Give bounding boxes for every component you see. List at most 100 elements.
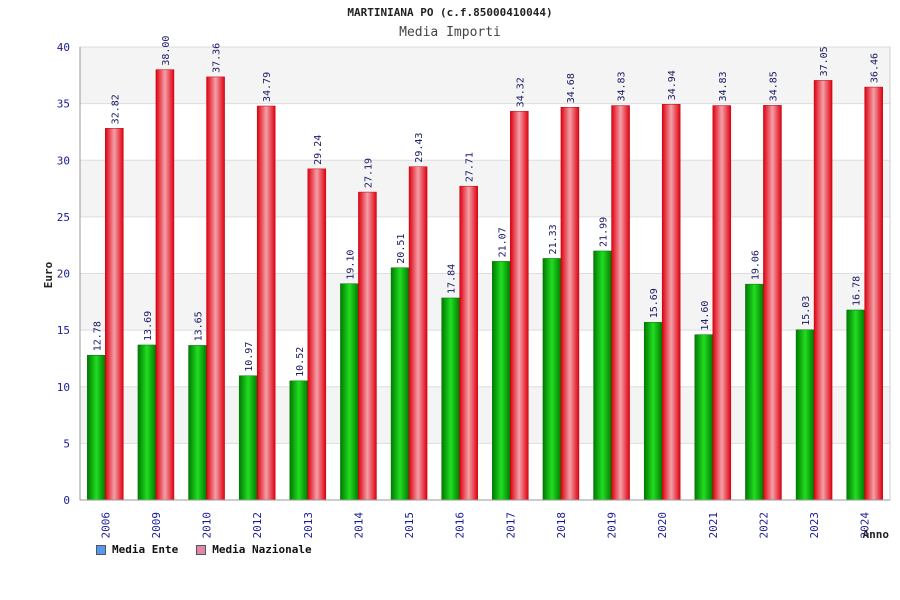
bar-media-ente [340,283,359,501]
x-tick-label: 2019 [606,512,619,539]
data-label: 36.46 [870,53,881,83]
bar-media-ente [137,344,157,501]
x-tick-label: 2018 [555,512,568,539]
data-label: 34.83 [617,71,628,101]
bar-media-nazionale [206,76,225,501]
data-label: 34.32 [515,77,526,107]
y-tick-label: 15 [57,324,70,337]
bar-media-nazionale [358,191,377,501]
data-label: 10.97 [244,342,255,372]
y-tick-label: 35 [57,98,70,111]
bar-media-ente [745,283,764,501]
bar-media-nazionale [864,86,883,501]
legend-label-media-nazionale: Media Nazionale [212,543,312,556]
y-tick-label: 40 [57,41,70,54]
data-labels-group: 12.78 32.82 13.69 38.00 13.65 37.36 10.97 34.79… [92,36,880,377]
bar-media-ente [846,309,865,501]
legend-item-media-ente: Media Ente [96,543,178,556]
data-label: 20.51 [396,234,407,264]
y-tick-label: 10 [57,381,70,394]
bar-media-ente [87,355,106,501]
x-tick-label: 2024 [859,512,872,539]
legend-label-media-ente: Media Ente [112,543,179,556]
data-label: 17.84 [447,264,458,294]
bar-media-nazionale [256,105,276,501]
chart-title: MARTINIANA PO (c.f.85000410044) [347,6,553,19]
data-label: 29.24 [313,135,324,165]
bar-media-nazionale [560,106,580,501]
data-label: 15.69 [649,288,660,318]
bar-media-ente [289,380,309,501]
bar-media-ente [238,375,258,501]
data-label: 21.33 [548,224,559,254]
x-tick-label: 2013 [302,512,315,539]
x-tick-label: 2006 [99,512,112,539]
bar-media-nazionale [712,105,732,501]
x-tick-label: 2015 [403,512,416,539]
x-tick-label: 2017 [504,512,517,539]
x-tick-label: 2022 [757,512,770,539]
legend-swatch-media-ente [96,544,106,555]
chart-subtitle: Media Importi [399,25,501,40]
x-tick-label: 2010 [201,512,214,539]
data-label: 19.10 [345,250,356,280]
data-label: 12.78 [92,321,103,351]
data-label: 27.19 [363,158,374,188]
bar-media-ente [593,250,612,501]
x-tick-label: 2020 [656,512,669,539]
x-tick-label: 2012 [251,512,264,539]
bar-media-nazionale [611,105,630,501]
data-label: 38.00 [161,36,172,66]
bar-media-ente [643,322,663,501]
bar-media-nazionale [155,69,175,501]
x-tick-label: 2021 [707,512,720,539]
bar-media-nazionale [459,185,478,501]
data-label: 29.43 [414,133,425,163]
x-tick-label: 2009 [150,512,163,539]
data-label: 32.82 [110,94,121,124]
data-label: 34.83 [718,71,729,101]
data-label: 37.36 [212,43,223,73]
legend-item-media-nazionale: Media Nazionale [196,543,312,556]
bars-group [87,69,883,501]
data-label: 13.65 [194,311,205,341]
bar-media-ente [542,258,562,501]
bar-media-ente [188,345,207,501]
bar-media-ente [390,267,410,501]
data-label: 34.79 [262,72,273,102]
y-axis-title: Euro [42,261,55,288]
x-tick-label: 2014 [352,512,365,539]
data-label: 34.94 [667,70,678,100]
data-label: 19.06 [750,250,761,280]
bar-media-ente [492,261,511,501]
data-label: 21.07 [497,227,508,257]
data-label: 10.52 [295,347,306,377]
data-label: 21.99 [599,217,610,247]
data-label: 14.60 [700,301,711,331]
y-tick-label: 25 [57,211,70,224]
x-tick-label: 2016 [454,512,467,539]
data-label: 13.69 [143,311,154,341]
y-tick-label: 20 [57,268,70,281]
axes-group: 0 5 10 15 20 25 30 35 40 2006 2009 2010 2012 2013 2014… [42,41,890,541]
bar-media-nazionale [510,111,529,501]
bar-media-nazionale [408,166,428,501]
bar-media-nazionale [661,104,681,501]
legend-swatch-media-nazionale [196,544,207,555]
bar-media-nazionale [105,128,124,501]
y-tick-label: 5 [63,437,70,450]
data-label: 34.68 [566,73,577,103]
bar-media-ente [795,329,815,501]
data-label: 27.71 [465,152,476,182]
legend: Media Ente Media Nazionale [96,543,312,556]
x-axis-title: Anno [863,528,890,541]
x-tick-label: 2023 [808,512,821,539]
bar-media-ente [694,334,714,501]
data-label: 15.03 [801,296,812,326]
data-label: 34.85 [768,71,779,101]
y-tick-label: 0 [63,494,70,507]
bar-media-nazionale [813,80,833,501]
data-label: 16.78 [852,276,863,306]
bar-media-nazionale [307,168,327,501]
